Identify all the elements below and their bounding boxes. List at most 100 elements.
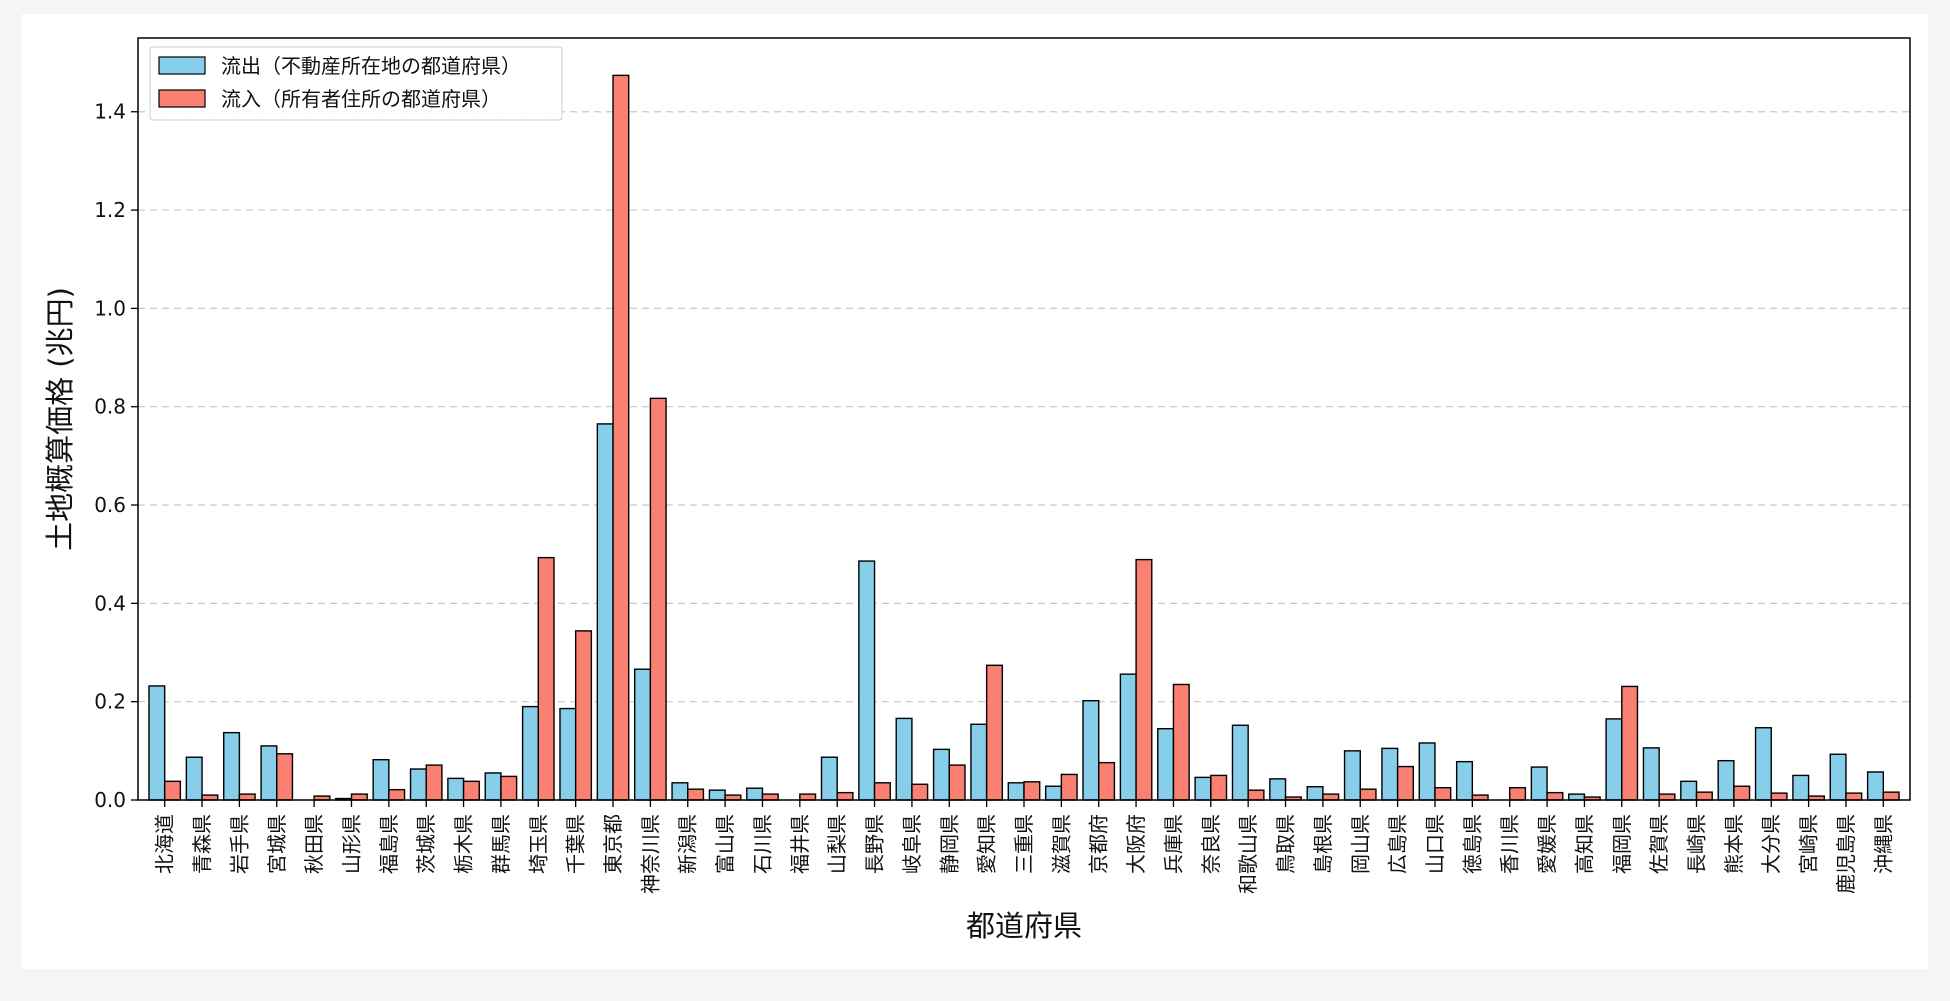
legend-label-outflow: 流出（不動産所在地の都道府県） (221, 54, 521, 78)
y-tick-label: 0.6 (94, 493, 126, 517)
bar-outflow (185, 756, 203, 801)
x-tick-label: 愛媛県 (1535, 814, 1559, 874)
plot-frame (137, 37, 1911, 801)
bar-inflow (1247, 789, 1265, 801)
x-tick-label: 沖縄県 (1871, 814, 1895, 874)
x-tick-label: 熊本県 (1722, 814, 1746, 874)
bar-outflow (260, 745, 278, 801)
bar-inflow (1845, 792, 1863, 801)
x-tick-label: 宮城県 (265, 814, 289, 874)
bar-outflow (1866, 771, 1885, 801)
bar-inflow (574, 630, 593, 801)
x-tick-label: 石川県 (750, 814, 774, 874)
bar-inflow (1396, 765, 1415, 801)
y-tick-label: 1.4 (94, 100, 126, 124)
bar-outflow (932, 748, 950, 801)
bar-outflow (1194, 776, 1212, 801)
x-tick-label: 新潟県 (676, 814, 700, 874)
bar-outflow (1829, 753, 1847, 801)
bar-outflow (1418, 742, 1436, 801)
bar-outflow (1605, 718, 1623, 801)
bar-inflow (1733, 785, 1751, 801)
bar-inflow (1695, 791, 1713, 801)
x-tick-label: 静岡県 (937, 814, 961, 874)
bar-outflow (1680, 780, 1698, 801)
x-tick-label: 神奈川県 (638, 814, 662, 894)
bar-inflow (276, 753, 294, 801)
bar-outflow (521, 705, 539, 801)
bar-inflow (1658, 793, 1676, 801)
bar-inflow (612, 74, 630, 801)
bar-inflow (425, 764, 443, 801)
bar-outflow (223, 731, 241, 801)
x-tick-label: 岩手県 (227, 814, 251, 874)
x-tick-label: 香川県 (1498, 814, 1522, 874)
y-tick-label: 0.8 (94, 395, 126, 419)
x-tick-label: 青森県 (190, 814, 214, 874)
bar-outflow (1717, 759, 1735, 801)
bar-inflow (1135, 558, 1153, 801)
bar-outflow (708, 789, 726, 801)
x-tick-label: 徳島県 (1460, 814, 1484, 874)
bar-inflow (836, 791, 854, 801)
bar-outflow (1157, 728, 1175, 801)
bar-inflow (163, 780, 182, 801)
bar-inflow (537, 556, 555, 801)
bar-inflow (1172, 683, 1190, 801)
bar-inflow (1770, 792, 1788, 801)
bar-outflow (1119, 673, 1137, 801)
y-tick-label: 0.4 (94, 591, 126, 615)
bar-inflow (1210, 774, 1228, 801)
x-tick-label: 群馬県 (489, 814, 513, 874)
x-tick-label: 和歌山県 (1236, 814, 1260, 894)
bar-inflow (1023, 781, 1041, 801)
gridlines (138, 111, 1910, 703)
bar-chart: 0.0 0.2 0.4 0.6 0.8 1.0 1.2 1.4 北海道 青森県 岩手県 宮城県 秋田県… (43, 37, 1911, 943)
x-tick-label: 宮崎県 (1797, 814, 1821, 874)
x-tick-label: 滋賀県 (1049, 814, 1073, 874)
bar-outflow (596, 423, 614, 801)
bar-outflow (447, 777, 465, 801)
y-axis-title: 土地概算価格 (兆円) (43, 287, 77, 551)
bar-outflow (1530, 766, 1548, 801)
x-tick-label: 秋田県 (302, 814, 326, 874)
bar-outflow (1269, 778, 1287, 801)
bar-inflow (1882, 791, 1900, 801)
x-tick-label: 栃木県 (452, 814, 476, 874)
x-tick-label: 茨城県 (414, 814, 438, 874)
y-tick-label: 0.0 (94, 788, 126, 812)
bar-outflow (746, 787, 764, 801)
x-axis-title: 都道府県 (966, 909, 1082, 943)
bar-outflow (858, 560, 876, 801)
legend-box (149, 46, 563, 121)
x-tick-label: 長崎県 (1685, 814, 1709, 874)
bar-inflow (500, 775, 518, 801)
bar-outflow (820, 756, 838, 801)
x-tick-label: 富山県 (713, 814, 737, 874)
bar-inflow (388, 788, 406, 801)
bar-outflow (559, 707, 577, 801)
x-tick-label: 山形県 (339, 814, 363, 874)
x-tick-label: 東京都 (601, 814, 625, 874)
x-tick-label: 福島県 (377, 814, 401, 874)
bar-inflow (799, 793, 817, 801)
y-axis-ticks: 0.0 0.2 0.4 0.6 0.8 1.0 1.2 1.4 (94, 100, 138, 812)
bar-outflow (970, 723, 988, 801)
bar-outflow (484, 772, 502, 801)
x-tick-label: 埼玉県 (526, 814, 550, 874)
x-tick-label: 京都府 (1087, 814, 1111, 874)
bar-outflow (148, 685, 166, 801)
x-tick-label: 島根県 (1311, 814, 1335, 874)
bar-outflow (895, 717, 913, 801)
bar-inflow (1509, 787, 1527, 801)
x-tick-label: 北海道 (153, 814, 177, 874)
bar-inflow (873, 782, 891, 801)
legend-swatch-inflow (158, 89, 206, 108)
bar-outflow (1754, 727, 1772, 801)
x-tick-label: 高知県 (1572, 814, 1596, 874)
bar-inflow (649, 397, 667, 801)
bar-inflow (238, 793, 256, 801)
bar-outflow (1381, 747, 1399, 801)
bar-inflow (911, 783, 929, 801)
x-tick-label: 福岡県 (1610, 814, 1634, 874)
